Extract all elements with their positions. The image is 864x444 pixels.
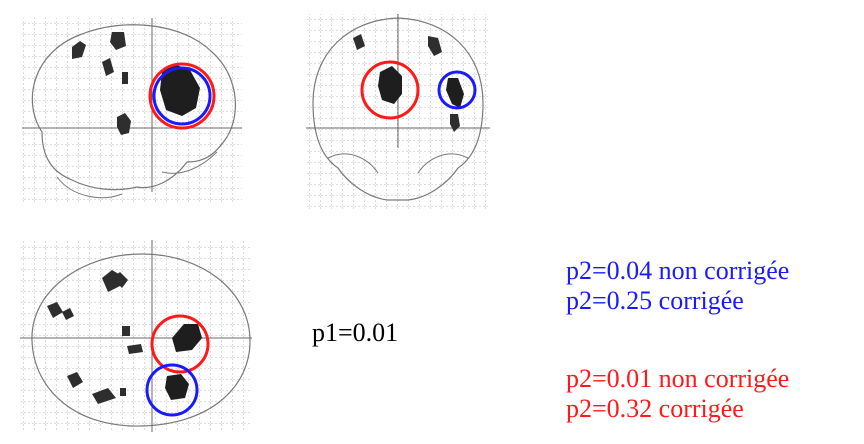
axial-glass-brain [20, 240, 252, 432]
red-circle-sagittal [148, 62, 216, 130]
coronal-glass-brain [306, 14, 490, 209]
sagittal-glass-brain [22, 18, 242, 203]
blue-circle-axial [145, 363, 199, 417]
red-circle-coronal [360, 60, 420, 120]
sagittal-brain-outline [31, 24, 237, 191]
red-uncorrected-p2: p2=0.01 non corrigée [566, 364, 790, 393]
blue-corrected-p2: p2=0.25 corrigée [566, 286, 744, 315]
axial-brain-outline [31, 253, 251, 427]
coronal-brain-outline [312, 17, 484, 201]
axial-activation-blobs [47, 270, 202, 404]
p1-value: p1=0.01 [312, 318, 399, 347]
blue-uncorrected-p2: p2=0.04 non corrigée [566, 256, 790, 285]
axial-grid [20, 240, 252, 432]
red-circle-axial [150, 314, 210, 374]
blue-circle-coronal [437, 70, 477, 110]
red-corrected-p2: p2=0.32 corrigée [566, 394, 744, 423]
sagittal-activation-blobs [72, 32, 200, 135]
blue-circle-sagittal [152, 66, 212, 126]
coronal-activation-blobs [353, 34, 464, 132]
